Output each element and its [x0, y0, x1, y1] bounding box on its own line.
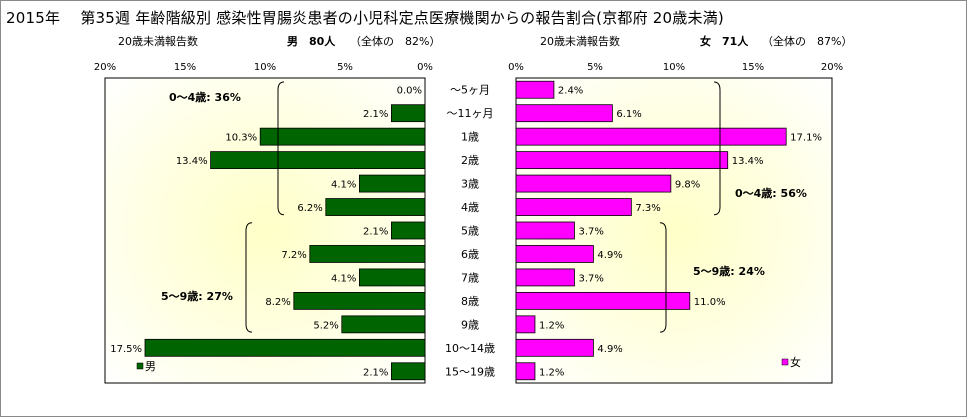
male-subtitle-count: 男 80人	[287, 34, 336, 48]
male-bar	[210, 151, 426, 170]
male-bar	[293, 291, 426, 310]
male-bar	[259, 127, 426, 146]
category-label: ～5ヶ月	[450, 84, 490, 97]
female-legend-swatch	[781, 358, 789, 366]
male-subtitle-share: （全体の 82%）	[350, 34, 440, 48]
female-x-tick: 15%	[742, 62, 764, 73]
female-x-tick: 0%	[508, 62, 524, 73]
female-data-label: 2.4%	[558, 86, 583, 97]
female-subtitle-share: （全体の 87%）	[762, 34, 852, 48]
male-bar	[325, 198, 426, 216]
female-bar	[515, 151, 729, 170]
category-label: 4歳	[461, 201, 479, 214]
male-group-label: 0～4歳: 36%	[169, 90, 241, 104]
female-data-label: 7.3%	[635, 203, 660, 214]
male-legend-label: 男	[145, 360, 156, 373]
male-bar	[390, 362, 426, 381]
male-data-label: 2.1%	[363, 109, 388, 120]
category-label: 10～14歳	[445, 342, 495, 355]
female-bar	[515, 338, 594, 357]
male-data-label: 17.5%	[110, 344, 142, 355]
female-data-label: 13.4%	[732, 156, 764, 167]
female-subtitle-count: 女 71人	[700, 34, 749, 48]
female-data-label: 11.0%	[694, 297, 726, 308]
male-bar	[390, 221, 426, 240]
female-bar	[515, 80, 555, 99]
female-bar	[515, 127, 787, 146]
female-bar	[515, 268, 575, 287]
male-subtitle-label: 20歳未満報告数	[118, 35, 198, 48]
male-legend-swatch	[136, 362, 144, 370]
male-data-label: 6.2%	[297, 203, 322, 214]
female-group-label: 5～9歳: 24%	[693, 264, 765, 278]
female-data-label: 1.2%	[539, 367, 564, 378]
male-data-label: 4.1%	[331, 180, 356, 191]
female-group-label: 0～4歳: 56%	[735, 186, 807, 200]
male-group-bracket	[277, 81, 285, 216]
male-data-label: 13.4%	[176, 156, 208, 167]
female-x-tick: 20%	[821, 62, 843, 73]
category-label: 1歳	[461, 131, 479, 144]
female-bar	[515, 104, 613, 123]
category-label: 6歳	[461, 248, 479, 261]
female-bar	[515, 198, 632, 216]
male-data-label: 5.2%	[313, 320, 338, 331]
female-data-label: 17.1%	[790, 133, 822, 144]
category-label: 2歳	[461, 154, 479, 167]
male-x-tick: 20%	[94, 62, 116, 73]
female-group-bracket	[659, 222, 667, 333]
male-x-tick: 0%	[417, 62, 433, 73]
female-subtitle-label: 20歳未満報告数	[540, 35, 620, 48]
female-data-label: 3.7%	[578, 227, 603, 238]
male-bar	[358, 174, 426, 193]
male-x-tick: 15%	[174, 62, 196, 73]
female-bar	[515, 362, 536, 381]
female-x-tick: 10%	[663, 62, 685, 73]
male-x-tick: 5%	[337, 62, 353, 73]
female-bar	[515, 245, 594, 263]
male-group-bracket	[245, 222, 253, 333]
female-data-label: 6.1%	[616, 109, 641, 120]
male-data-label: 8.2%	[265, 297, 290, 308]
male-data-label: 2.1%	[363, 367, 388, 378]
female-bar	[515, 291, 691, 310]
female-group-bracket	[713, 81, 721, 216]
male-bar	[309, 245, 426, 263]
female-data-label: 3.7%	[578, 273, 603, 284]
female-data-label: 4.9%	[597, 344, 622, 355]
male-bar	[341, 315, 426, 334]
category-label: 5歳	[461, 225, 479, 238]
female-data-label: 1.2%	[539, 320, 564, 331]
category-label: ～11ヶ月	[447, 107, 494, 120]
chart-title: 2015年 第35週 年齢階級別 感染性胃腸炎患者の小児科定点医療機関からの報告…	[6, 9, 724, 27]
category-label: 3歳	[461, 178, 479, 191]
male-data-label: 2.1%	[363, 227, 388, 238]
female-data-label: 4.9%	[597, 250, 622, 261]
male-bar	[144, 338, 426, 357]
male-bar	[358, 268, 426, 287]
category-label: 9歳	[461, 318, 479, 331]
female-bar	[515, 221, 575, 240]
female-x-tick: 5%	[587, 62, 603, 73]
female-bar	[515, 174, 672, 193]
male-data-label: 7.2%	[281, 250, 306, 261]
female-bar	[515, 315, 536, 334]
male-data-label: 10.3%	[225, 133, 257, 144]
category-label: 15～19歳	[445, 365, 495, 378]
male-group-label: 5～9歳: 27%	[161, 289, 233, 303]
female-legend-label: 女	[790, 355, 801, 369]
male-x-tick: 10%	[254, 62, 276, 73]
category-label: 7歳	[461, 271, 479, 284]
male-data-label: 0.0%	[397, 86, 422, 97]
female-data-label: 9.8%	[675, 180, 700, 191]
category-label: 8歳	[461, 295, 479, 308]
male-bar	[390, 104, 426, 123]
male-data-label: 4.1%	[331, 273, 356, 284]
